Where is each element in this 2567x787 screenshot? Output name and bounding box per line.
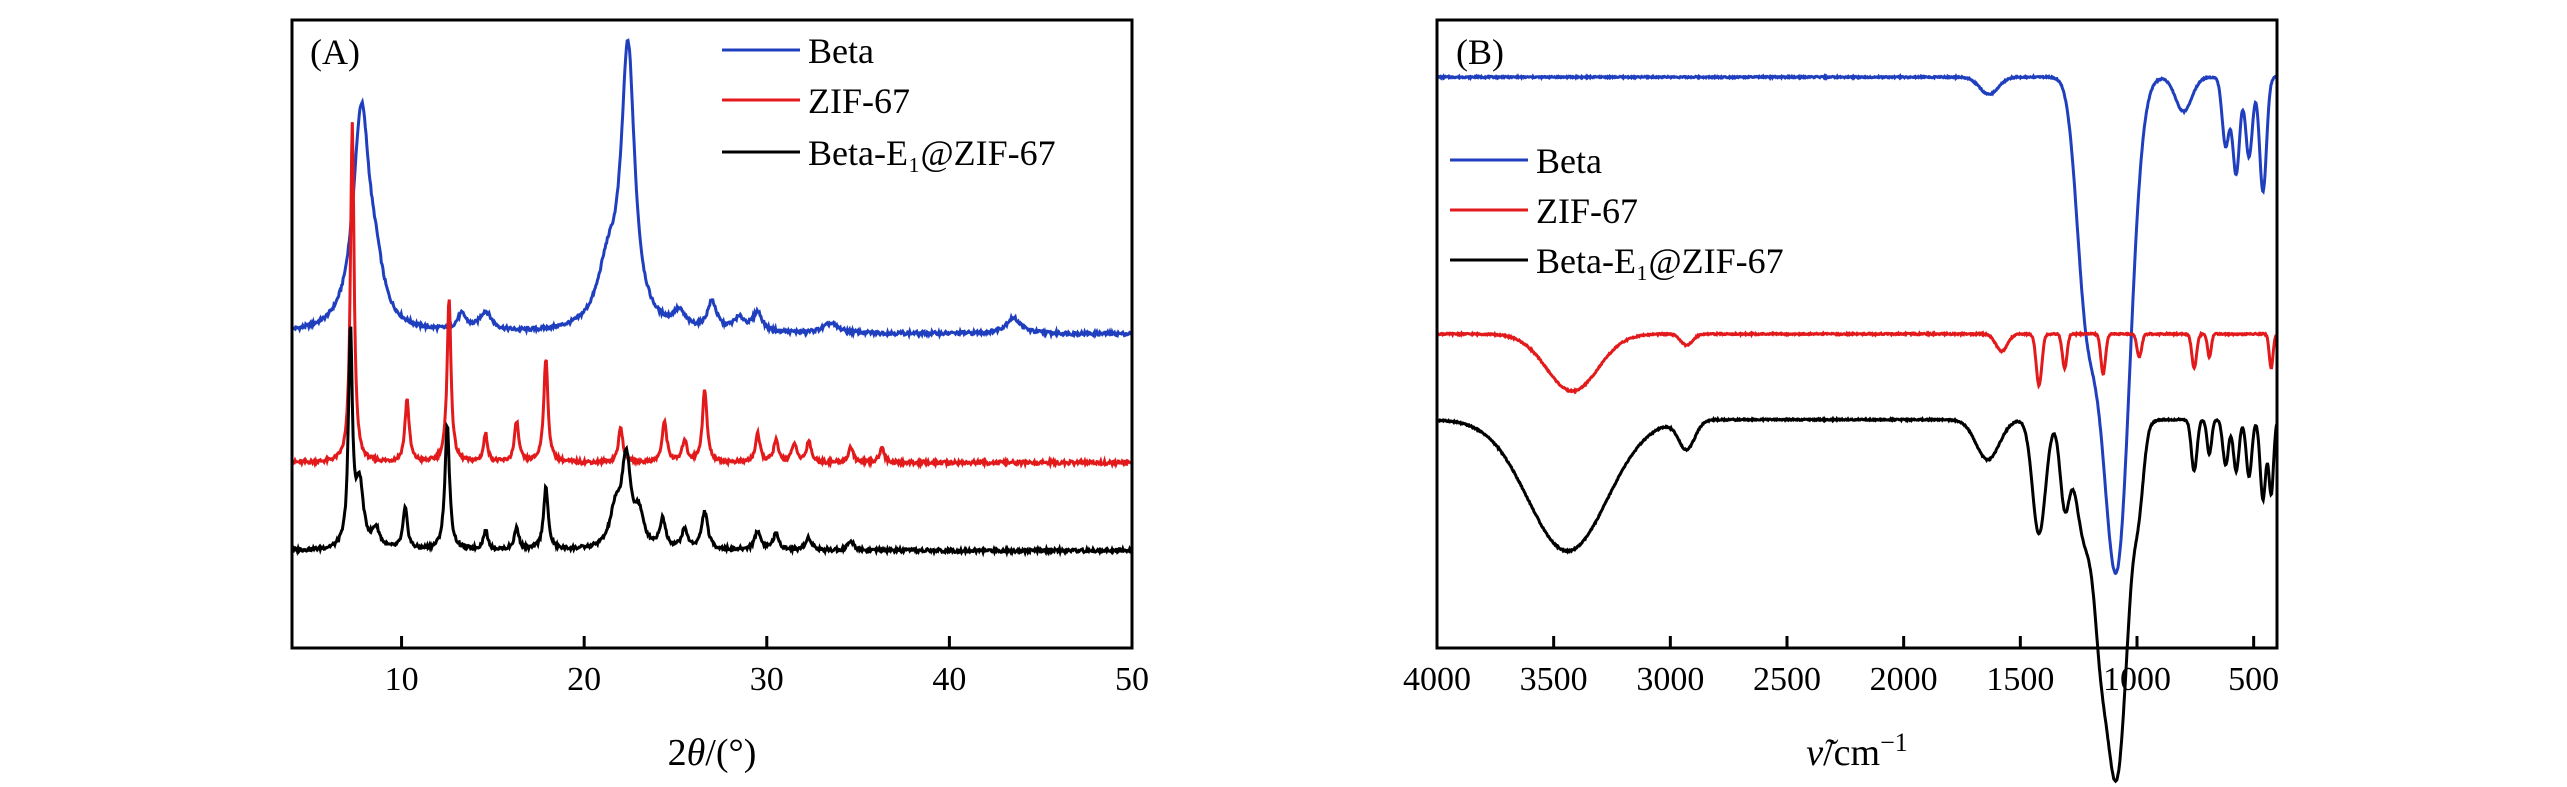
panel-a-x-axis-title: 2θ/(°) [668,732,757,774]
panel-b-x-axis-title: ν̃/cm−1 [1806,728,1908,774]
panel-b-x-tick-label-7: 500 [2228,661,2279,698]
panel-b-x-tick-labels: 4000 3500 3000 2500 2000 1500 1000 500 [1403,661,2279,698]
panel-a-legend: Beta ZIF-67 Beta-E₁@ZIF-67 [722,31,1056,173]
panel-b-x-tick-label-4: 2000 [1870,661,1938,698]
panel-b-x-tick-label-2: 3000 [1636,661,1704,698]
panel-a-legend-text-1: ZIF-67 [808,81,910,121]
panel-b-legend-text-0: Beta [1536,141,1602,181]
panel-b-legend-text-1: ZIF-67 [1536,191,1638,231]
panel-b-series-0-line [1436,72,2278,576]
panel-a-label: (A) [310,32,360,72]
panel-a-x-tick-labels: 10 20 30 40 50 [385,661,1149,698]
panel-a-series-2-line [291,326,1134,558]
panel-b-x-tick-label-1: 3500 [1520,661,1588,698]
panel-b-x-ticks [1435,636,2256,648]
panel-b-x-tick-label-0: 4000 [1403,661,1471,698]
panel-a-series-1-line [291,122,1133,470]
panel-b-plot-frame [1435,18,2279,650]
panel-a-legend-text-2: Beta-E₁@ZIF-67 [808,133,1056,173]
panel-a-legend-text-0: Beta [808,31,874,71]
panel-b-series-1-line [1435,330,2279,395]
panel-a-x-tick-label-3: 40 [932,661,966,698]
panel-a: 10 20 30 40 50 (A) 2θ/(°) Beta ZIF-67 Beta-E… [290,18,1149,774]
panel-b-legend-text-2: Beta-E₁@ZIF-67 [1536,241,1784,281]
panel-b: 4000 3500 3000 2500 2000 1500 1000 500 (B) ν̃/c… [1403,18,2279,784]
panel-a-x-tick-label-4: 50 [1115,661,1149,698]
panel-b-legend: Beta ZIF-67 Beta-E₁@ZIF-67 [1450,141,1784,281]
panel-b-x-tick-label-5: 1500 [1986,661,2054,698]
panel-a-x-tick-label-0: 10 [385,661,419,698]
panel-a-x-tick-label-2: 30 [750,661,784,698]
panel-a-series-0-line [290,38,1134,341]
panel-b-x-tick-label-3: 2500 [1753,661,1821,698]
panel-a-x-tick-label-1: 20 [567,661,601,698]
panel-a-plot-frame [290,18,1134,650]
panel-b-label: (B) [1456,32,1504,72]
panel-a-x-ticks [400,636,1134,648]
panel-b-x-tick-label-6: 1000 [2103,661,2171,698]
panel-b-series-2-line [1435,415,2279,784]
